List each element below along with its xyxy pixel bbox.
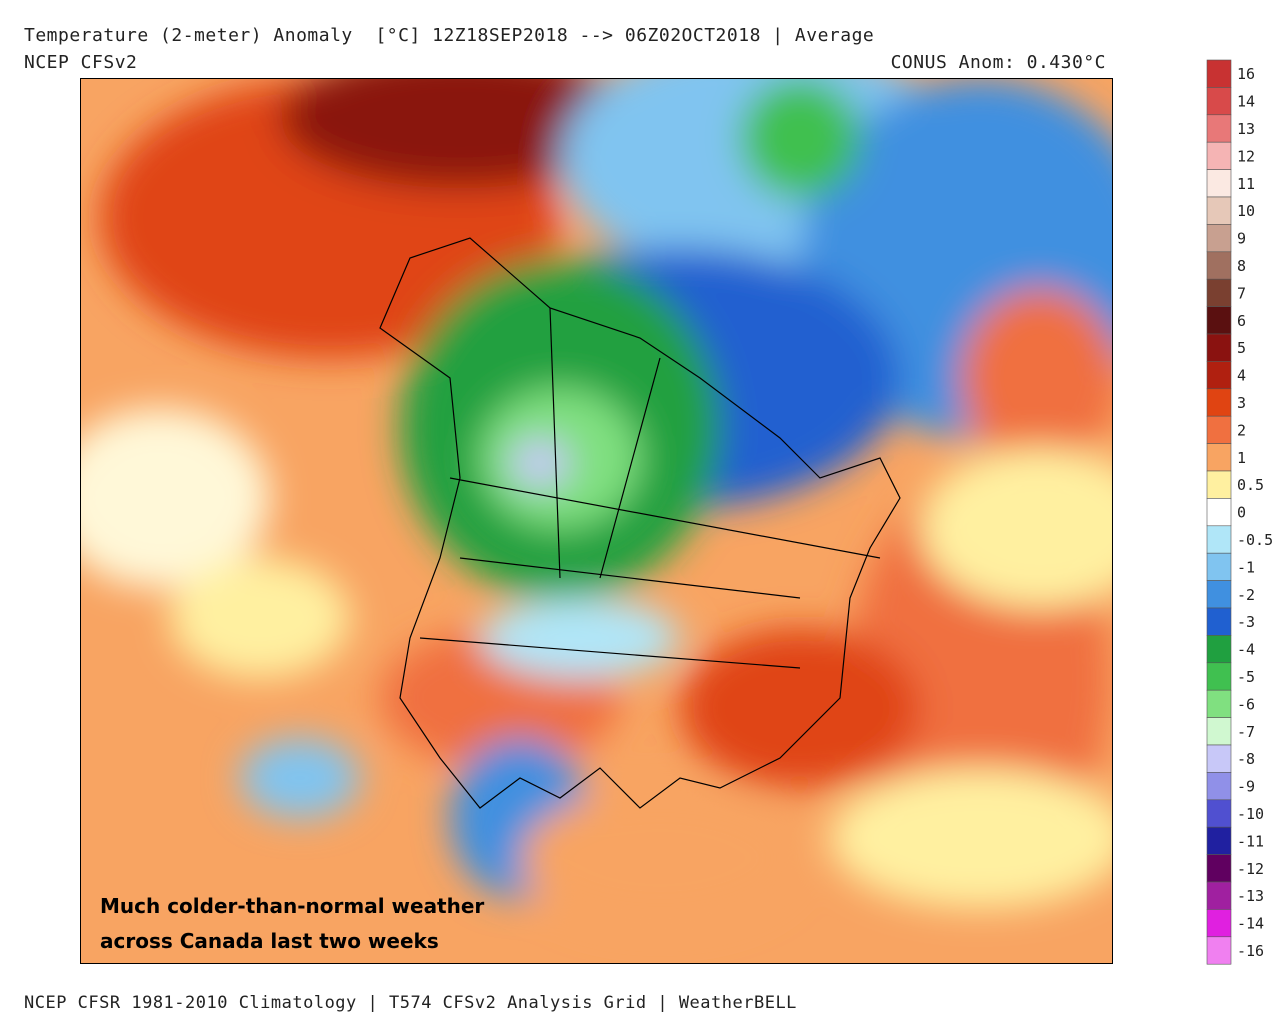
colorbar-swatch: [1206, 224, 1232, 253]
colorbar-swatch: [1206, 59, 1232, 88]
colorbar-swatch: [1206, 799, 1232, 828]
annotation-line: Much colder-than-normal weather: [100, 894, 484, 918]
colorbar-label: 5: [1237, 339, 1246, 357]
colorbar-label: 13: [1237, 120, 1255, 138]
colorbar-label: -10: [1237, 805, 1264, 823]
colorbar-swatch: [1206, 772, 1232, 801]
anomaly-field: [80, 78, 1113, 964]
colorbar-label: 14: [1237, 93, 1255, 111]
colorbar-label: 12: [1237, 147, 1255, 165]
colorbar-swatch: [1206, 361, 1232, 390]
colorbar-label: -3: [1237, 613, 1255, 631]
anomaly-map: Much colder-than-normal weather across C…: [80, 78, 1113, 964]
colorbar-swatch: [1206, 854, 1232, 883]
colorbar-label: -1: [1237, 558, 1255, 576]
colorbar-label: -12: [1237, 860, 1264, 878]
colorbar-label: -8: [1237, 750, 1255, 768]
conus-anomaly: CONUS Anom: 0.430°C: [890, 52, 1106, 73]
colorbar-label: 16: [1237, 65, 1255, 83]
colorbar-swatch: [1206, 744, 1232, 773]
model-name: NCEP CFSv2: [24, 52, 138, 73]
colorbar-swatch: [1206, 443, 1232, 472]
colorbar-label: 6: [1237, 312, 1246, 330]
colorbar-label: 7: [1237, 284, 1246, 302]
colorbar-label: -0.5: [1237, 531, 1273, 549]
colorbar-label: 3: [1237, 394, 1246, 412]
colorbar-label: -4: [1237, 641, 1255, 659]
colorbar-label: -9: [1237, 778, 1255, 796]
colorbar-swatch: [1206, 552, 1232, 581]
colorbar-swatch: [1206, 278, 1232, 307]
title: Temperature (2-meter) Anomaly [°C] 12Z18…: [24, 25, 875, 46]
colorbar-swatch: [1206, 525, 1232, 554]
colorbar-label: 11: [1237, 175, 1255, 193]
annotation-line: across Canada last two weeks: [100, 929, 439, 953]
colorbar-swatch: [1206, 388, 1232, 417]
colorbar-label: 0.5: [1237, 476, 1264, 494]
colorbar-label: -16: [1237, 942, 1264, 960]
colorbar-swatch: [1206, 826, 1232, 855]
colorbar-swatch: [1206, 333, 1232, 362]
borders: [379, 237, 901, 809]
colorbar-label: 10: [1237, 202, 1255, 220]
field-blobs: [80, 78, 1113, 928]
footer: NCEP CFSR 1981-2010 Climatology | T574 C…: [24, 993, 797, 1013]
colorbar-label: -2: [1237, 586, 1255, 604]
colorbar-label: 1: [1237, 449, 1246, 467]
colorbar-swatch: [1206, 717, 1232, 746]
colorbar-swatch: [1206, 470, 1232, 499]
colorbar: 16 14 13 12 11 10 9 8 7 6 5 4 3 2 1 0.5 0 -0.5 -1 -2 -3 -4 -5 -…: [1206, 59, 1273, 965]
colorbar-swatch: [1206, 607, 1232, 636]
colorbar-swatch: [1206, 498, 1232, 527]
colorbar-label: 9: [1237, 230, 1246, 248]
colorbar-label: -7: [1237, 723, 1255, 741]
colorbar-swatch: [1206, 415, 1232, 444]
colorbar-swatch: [1206, 909, 1232, 938]
colorbar-swatch: [1206, 251, 1232, 280]
colorbar-label: 8: [1237, 257, 1246, 275]
colorbar-label: -14: [1237, 915, 1264, 933]
colorbar-swatch: [1206, 87, 1232, 116]
colorbar-label: 4: [1237, 367, 1246, 385]
colorbar-swatch: [1206, 936, 1232, 965]
colorbar-swatch: [1206, 689, 1232, 718]
colorbar-swatch: [1206, 881, 1232, 910]
colorbar-swatch: [1206, 580, 1232, 609]
colorbar-label: 0: [1237, 504, 1246, 522]
colorbar-label: -13: [1237, 887, 1264, 905]
colorbar-swatch: [1206, 635, 1232, 664]
map-frame: [80, 78, 1113, 964]
colorbar-swatch: [1206, 662, 1232, 691]
colorbar-label: -11: [1237, 832, 1264, 850]
colorbar-swatch: [1206, 169, 1232, 198]
colorbar-label: 2: [1237, 421, 1246, 439]
colorbar-swatch: [1206, 141, 1232, 170]
colorbar-swatch: [1206, 196, 1232, 225]
colorbar-label: -5: [1237, 668, 1255, 686]
colorbar-swatch: [1206, 114, 1232, 143]
colorbar-label: -6: [1237, 695, 1255, 713]
colorbar-swatch: [1206, 306, 1232, 335]
